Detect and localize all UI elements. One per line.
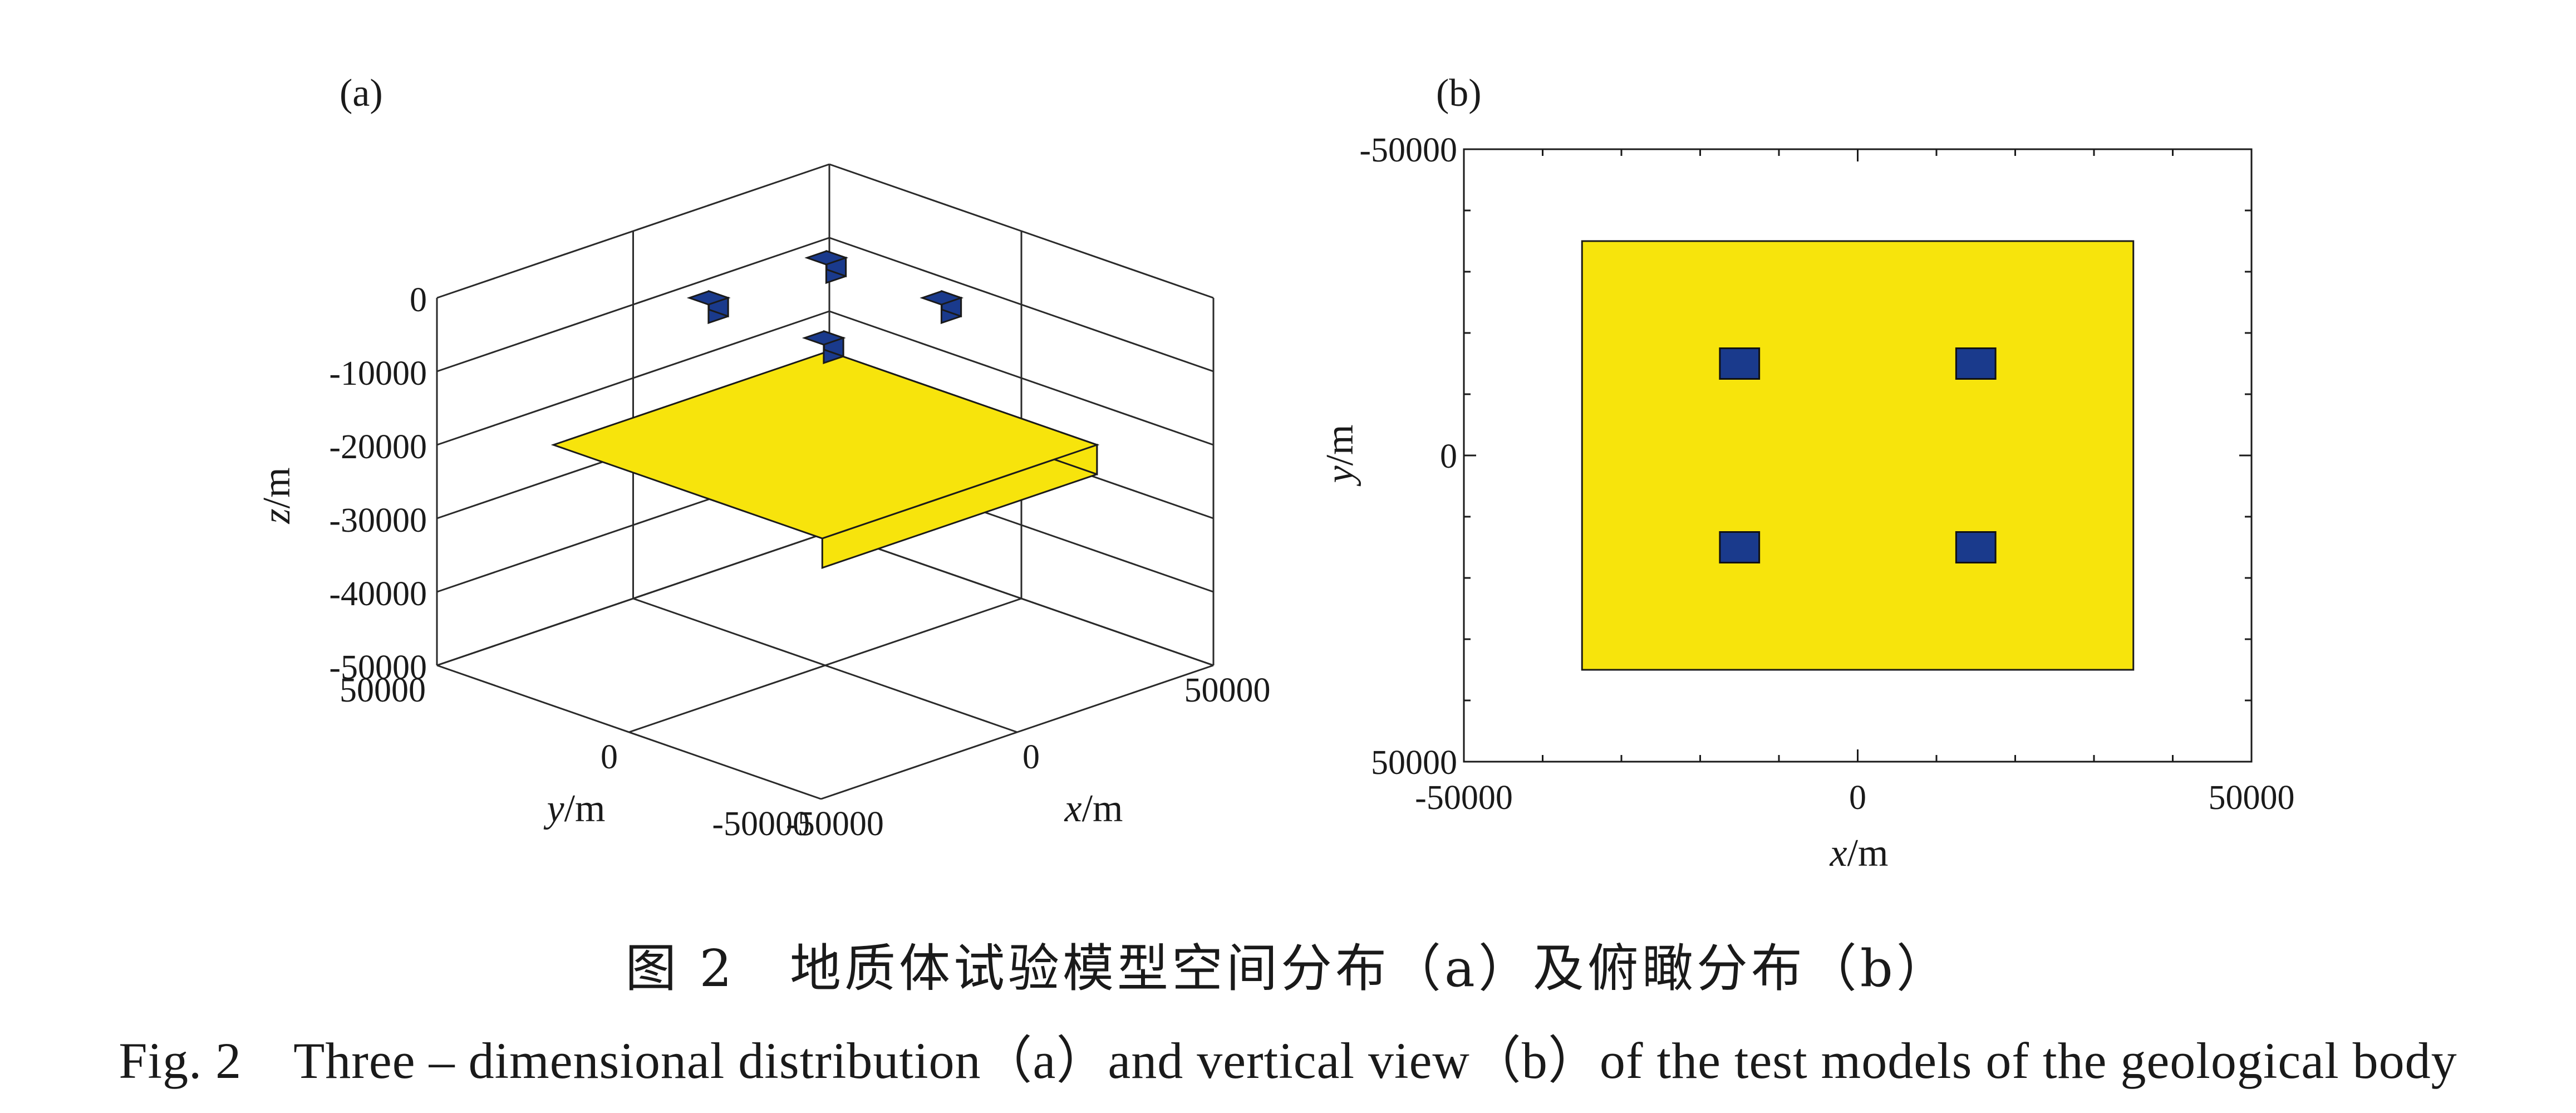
z-tick-label: 0 [410, 281, 427, 319]
panel-a-z-axis-label: z/m [255, 467, 298, 524]
cube-3-top-face [920, 290, 964, 306]
slab-top-face [550, 350, 1100, 540]
panel-a-label: (a) [340, 72, 383, 115]
panel-a-y-axis-label: y/m [544, 787, 606, 830]
x-tick-label: 0 [1022, 738, 1040, 776]
cube-0-top-face [686, 290, 731, 306]
blue-square-2 [1719, 531, 1761, 563]
grid-line-side-z-2 [829, 310, 1214, 446]
panel-b-x-axis-label: x/m [1830, 832, 1889, 875]
grid-line-floor-y-0 [820, 664, 1214, 800]
x-tick-label: -50000 [1415, 779, 1513, 817]
grid-line-side-z-1 [829, 237, 1214, 372]
panel-a-3d-plot: (a) 0-10000-20000-30000-40000-50000-5000… [255, 72, 1271, 843]
cube-1-top-face [804, 250, 849, 266]
grid-line-back-z-2 [436, 310, 830, 446]
figure-caption-english: Fig. 2 Three – dimensional distribution（… [119, 1032, 2457, 1089]
cube-2-top-face [802, 330, 846, 346]
panel-b-y-axis-label: y/m [1319, 425, 1361, 487]
grid-line-floor-y-1 [628, 597, 1022, 733]
panel-a-slab [550, 350, 1100, 569]
yellow-rectangle [1581, 240, 2135, 671]
panel-a-x-axis-label: x/m [1064, 787, 1123, 830]
x-tick-label: 50000 [1184, 671, 1271, 709]
y-tick-label: 50000 [340, 671, 426, 709]
blue-square-0 [1719, 347, 1761, 380]
z-tick-label: -10000 [329, 355, 427, 393]
z-tick-label: -40000 [329, 575, 427, 613]
x-tick-label: 50000 [2209, 779, 2295, 817]
panel-a-cubes [686, 249, 964, 365]
x-tick-label: 0 [1849, 779, 1866, 817]
grid-line-side-z-0 [829, 163, 1214, 299]
panel-b-label: (b) [1436, 72, 1482, 115]
z-tick-label: -50000 [329, 649, 427, 687]
figure-caption-chinese: 图 2 地质体试验模型空间分布（a）及俯瞰分布（b） [625, 939, 1951, 998]
y-tick-label: 50000 [1371, 744, 1457, 782]
y-tick-label: 0 [1440, 438, 1457, 475]
blue-square-3 [1955, 531, 1997, 563]
panel-a-ticks: 0-10000-20000-30000-40000-50000-50000050… [329, 281, 1270, 843]
x-tick-label: -50000 [786, 805, 884, 843]
grid-line-back-z-1 [436, 237, 830, 372]
y-tick-label: -50000 [712, 805, 810, 843]
y-tick-label: 0 [601, 738, 618, 776]
grid-line-back-z-0 [436, 163, 830, 299]
grid-line-floor-y-2 [436, 531, 830, 666]
y-tick-label: -50000 [1359, 131, 1457, 169]
blue-square-1 [1955, 347, 1997, 380]
z-tick-label: -30000 [329, 502, 427, 540]
z-tick-label: -20000 [329, 428, 427, 466]
